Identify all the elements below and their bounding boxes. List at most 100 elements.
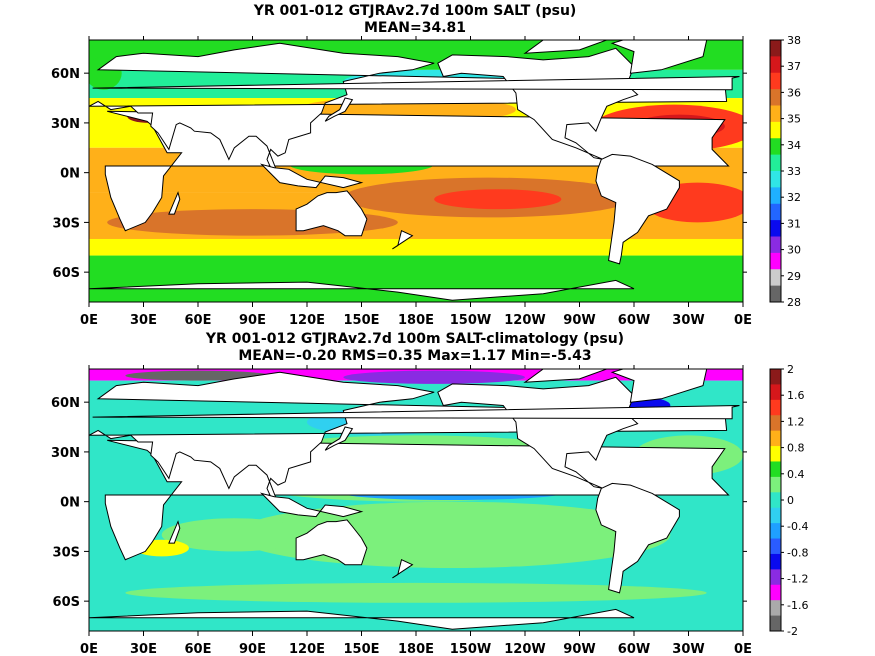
x-tick-label: 90W (563, 313, 595, 328)
x-tick-label: 180E (398, 642, 434, 656)
land-south-america (595, 482, 680, 594)
x-tick-label: 30E (130, 642, 157, 656)
colorbar-segment (770, 89, 781, 106)
colorbar-label: 32 (787, 191, 801, 204)
colorbar-segment (770, 56, 781, 74)
colorbar-label: 30 (787, 244, 801, 257)
band-subantarctic (89, 238, 743, 256)
land-madagascar (168, 191, 181, 215)
x-tick-label: 150E (343, 313, 379, 328)
land-masks (89, 369, 740, 631)
x-tick-label: 30W (672, 642, 704, 656)
colorbar-segment (770, 399, 781, 416)
land-madagascar (168, 520, 181, 544)
y-tick-label: 60S (53, 595, 80, 610)
colorbar-segment (770, 171, 781, 188)
land-japan (324, 426, 354, 451)
colorbar-segment (770, 384, 781, 401)
colorbar-segment (770, 236, 781, 254)
colorbar-segment (770, 369, 781, 385)
land-japan (324, 97, 354, 122)
bottom-chart-subtitle: MEAN=-0.20 RMS=0.35 Max=1.17 Min=-5.43 (238, 348, 592, 364)
top-chart-title: YR 001-012 GTJRAv2.7d 100m SALT (psu) (253, 3, 577, 19)
x-tick-label: 120E (289, 313, 325, 328)
x-tick-label: 90E (239, 642, 266, 656)
y-tick-label: 30S (53, 545, 80, 560)
sp-core (434, 189, 562, 210)
colorbar-label: 36 (787, 86, 801, 99)
colorbar-label: 2 (787, 363, 794, 376)
colorbar-segment (770, 220, 781, 237)
colorbar-label: 31 (787, 217, 801, 230)
y-tick-label: 30N (51, 117, 80, 132)
colorbar-segment (770, 600, 781, 617)
y-tick-label: 0N (60, 496, 80, 511)
colorbar-segment (770, 569, 781, 586)
colorbar-segment (770, 105, 781, 123)
colorbar-label: -1.6 (787, 599, 808, 612)
colorbar-segment (770, 523, 781, 540)
colorbar-segment (770, 476, 781, 493)
land-antarctica (89, 608, 635, 631)
x-tick-label: 120E (289, 642, 325, 656)
x-tick-label: 150E (343, 642, 379, 656)
colorbar-label: 35 (787, 113, 801, 126)
y-tick-label: 60S (53, 266, 80, 281)
arctic-purple (343, 370, 525, 384)
colorbar-segment (770, 553, 781, 570)
colorbar-label: 0.8 (787, 442, 805, 455)
land-greenland (610, 369, 708, 403)
colorbar-1: 38 37 36 35 34 33 32 31 30 29 28 (769, 34, 801, 309)
colorbar-segment (770, 40, 781, 57)
land-south-america (595, 153, 680, 265)
x-tick-label: 30E (130, 313, 157, 328)
colorbar-segment (770, 72, 781, 90)
colorbar-segment (770, 461, 781, 478)
colorbar-label: 28 (787, 296, 801, 309)
y-tick-label: 60N (51, 396, 80, 411)
colorbar-label: 37 (787, 60, 801, 73)
x-tick-label: 90W (563, 642, 595, 656)
colorbar-segment (770, 203, 781, 221)
colorbar-label: 1.6 (787, 389, 805, 402)
land-north-america (437, 47, 639, 160)
colorbar-label: 38 (787, 34, 801, 47)
colorbar-label: 0.4 (787, 468, 805, 481)
x-tick-label: 150W (450, 642, 491, 656)
land-eurasia (89, 371, 728, 500)
colorbar-segment (770, 492, 781, 509)
land-australia (295, 519, 368, 566)
x-tick-label: 60W (618, 313, 650, 328)
indian-green (161, 518, 307, 552)
x-tick-label: 60W (618, 642, 650, 656)
colorbar-label: 1.2 (787, 415, 805, 428)
land-north-america (437, 376, 639, 489)
x-tick-label: 90E (239, 313, 266, 328)
colorbar-segment (770, 252, 781, 270)
y-tick-label: 30S (53, 216, 80, 231)
land-eurasia (89, 42, 728, 171)
salinity-field (89, 40, 743, 302)
x-tick-label: 150W (450, 313, 491, 328)
map-panel-1: 0E 30E 60E 90E 120E 150E 180E 150W 120W 90W 60W 30W… (51, 34, 801, 328)
arctic-grey (125, 370, 271, 381)
x-tick-label: 180E (398, 313, 434, 328)
x-tick-label: 30W (672, 313, 704, 328)
colorbar-segment (770, 269, 781, 287)
land-australia (295, 190, 368, 237)
colorbar-segment (770, 415, 781, 432)
land-indonesia (259, 163, 364, 189)
x-tick-label: 60E (185, 313, 212, 328)
x-tick-label: 0E (80, 313, 98, 328)
land-arctic-islands (523, 369, 609, 383)
x-tick-label: 120W (504, 313, 545, 328)
colorbar-segment (770, 538, 781, 555)
colorbar-label: 34 (787, 139, 801, 152)
land-new-zealand (392, 558, 414, 579)
colorbar-label: -2 (787, 625, 798, 638)
land-uk (92, 405, 740, 420)
colorbar-label: -0.8 (787, 546, 808, 559)
x-tick-label: 0E (80, 642, 98, 656)
colorbar-label: -1.2 (787, 573, 808, 586)
